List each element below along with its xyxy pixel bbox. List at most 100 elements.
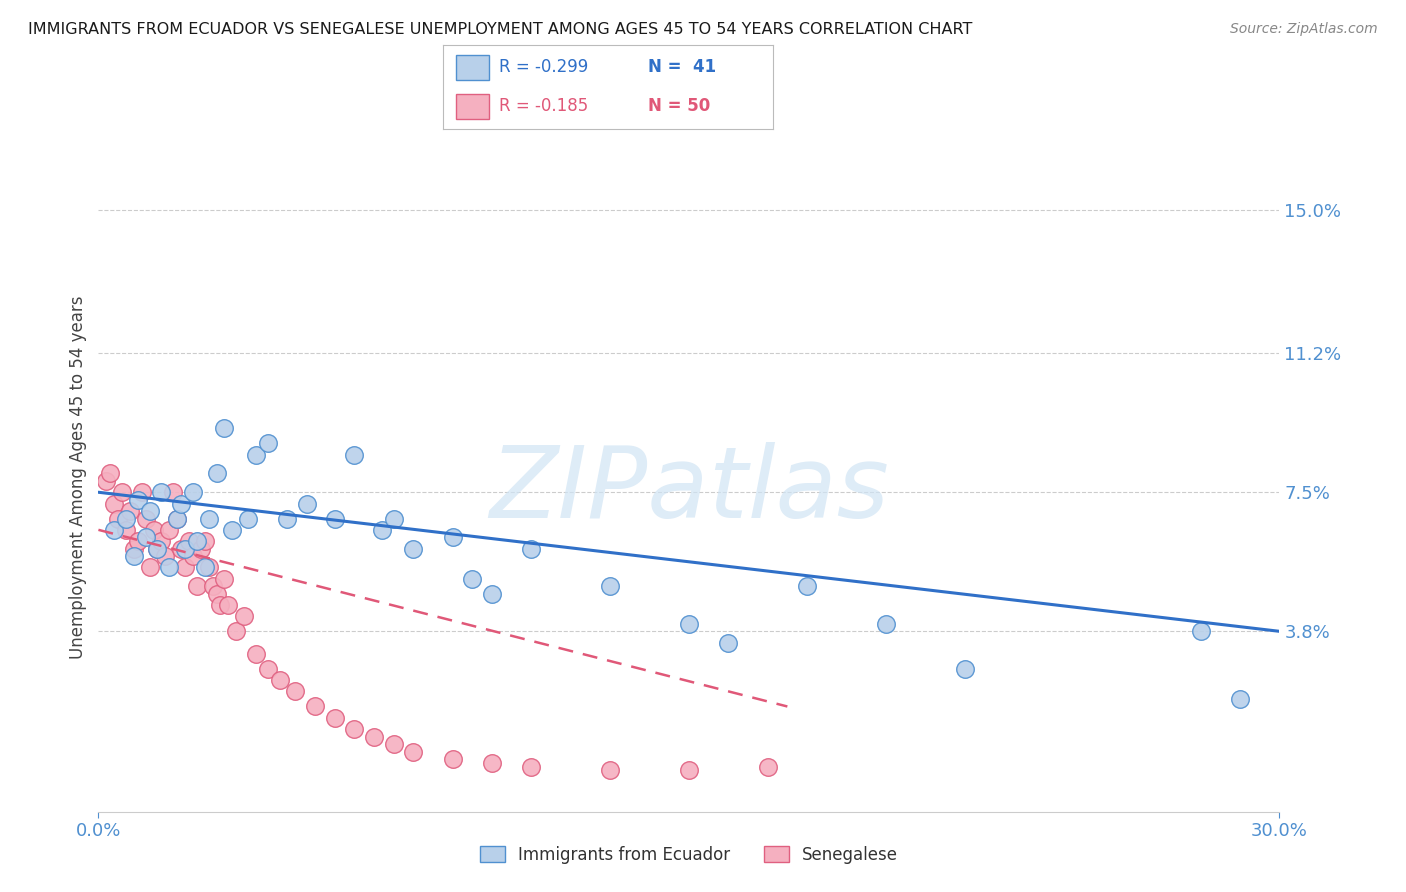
Point xyxy=(205,467,228,481)
Point xyxy=(166,511,188,525)
Point xyxy=(382,511,405,525)
Point xyxy=(225,624,247,639)
Point xyxy=(304,699,326,714)
Point xyxy=(756,759,779,773)
Point xyxy=(245,647,267,661)
Point xyxy=(953,662,976,676)
Point xyxy=(217,598,239,612)
Point xyxy=(717,635,740,649)
Point xyxy=(96,474,118,488)
Text: N =  41: N = 41 xyxy=(648,59,716,77)
Point xyxy=(98,467,121,481)
Point xyxy=(186,534,208,549)
Point xyxy=(201,579,224,593)
Point xyxy=(170,496,193,510)
Text: ZIPatlas: ZIPatlas xyxy=(489,442,889,539)
Point xyxy=(221,523,243,537)
Point xyxy=(122,549,145,563)
Point xyxy=(520,759,543,773)
Point xyxy=(181,549,204,563)
Point xyxy=(441,752,464,766)
Text: R = -0.299: R = -0.299 xyxy=(499,59,588,77)
Point xyxy=(284,684,307,698)
Point xyxy=(441,530,464,544)
Point xyxy=(323,511,346,525)
Point xyxy=(181,485,204,500)
Point xyxy=(214,572,236,586)
Point xyxy=(155,549,177,563)
Point xyxy=(402,745,425,759)
Point xyxy=(209,598,232,612)
Legend: Immigrants from Ecuador, Senegalese: Immigrants from Ecuador, Senegalese xyxy=(474,839,904,871)
Text: Source: ZipAtlas.com: Source: ZipAtlas.com xyxy=(1230,22,1378,37)
Point xyxy=(371,523,394,537)
Point xyxy=(678,764,700,778)
Text: R = -0.185: R = -0.185 xyxy=(499,97,588,115)
Point xyxy=(233,609,256,624)
Point xyxy=(461,572,484,586)
Point xyxy=(166,511,188,525)
Point xyxy=(150,534,173,549)
Point xyxy=(236,511,259,525)
Point xyxy=(402,541,425,556)
Point xyxy=(269,673,291,688)
Point xyxy=(343,722,366,736)
Point xyxy=(111,485,134,500)
Point xyxy=(162,485,184,500)
Point xyxy=(363,730,385,744)
Point xyxy=(122,541,145,556)
FancyBboxPatch shape xyxy=(456,54,489,80)
Text: N = 50: N = 50 xyxy=(648,97,710,115)
Point xyxy=(127,492,149,507)
Point xyxy=(194,560,217,574)
Point xyxy=(150,485,173,500)
Point xyxy=(190,541,212,556)
Point xyxy=(599,764,621,778)
Point xyxy=(382,737,405,751)
Point xyxy=(157,560,180,574)
Point xyxy=(481,756,503,770)
Point xyxy=(599,579,621,593)
Point xyxy=(197,511,219,525)
Point xyxy=(103,523,125,537)
Point xyxy=(142,523,165,537)
Point xyxy=(103,496,125,510)
Point xyxy=(1189,624,1212,639)
Point xyxy=(295,496,318,510)
Point xyxy=(678,616,700,631)
Point xyxy=(256,436,278,450)
Point xyxy=(127,534,149,549)
Point xyxy=(520,541,543,556)
Point xyxy=(481,587,503,601)
Point xyxy=(115,523,138,537)
Point xyxy=(174,541,197,556)
Point xyxy=(107,511,129,525)
Point xyxy=(115,511,138,525)
Point xyxy=(875,616,897,631)
Y-axis label: Unemployment Among Ages 45 to 54 years: Unemployment Among Ages 45 to 54 years xyxy=(69,295,87,659)
Point xyxy=(174,560,197,574)
Point xyxy=(1229,692,1251,706)
Point xyxy=(138,560,160,574)
Point xyxy=(323,711,346,725)
Point xyxy=(205,587,228,601)
Point xyxy=(157,523,180,537)
Point xyxy=(194,534,217,549)
Point xyxy=(131,485,153,500)
Point xyxy=(186,579,208,593)
Point xyxy=(214,421,236,435)
Text: IMMIGRANTS FROM ECUADOR VS SENEGALESE UNEMPLOYMENT AMONG AGES 45 TO 54 YEARS COR: IMMIGRANTS FROM ECUADOR VS SENEGALESE UN… xyxy=(28,22,973,37)
Point xyxy=(796,579,818,593)
Point xyxy=(197,560,219,574)
Point xyxy=(138,504,160,518)
Point xyxy=(118,504,141,518)
Point xyxy=(146,541,169,556)
Point xyxy=(135,530,157,544)
Point xyxy=(256,662,278,676)
Point xyxy=(343,448,366,462)
Point xyxy=(177,534,200,549)
FancyBboxPatch shape xyxy=(456,94,489,120)
Point xyxy=(170,541,193,556)
Point xyxy=(245,448,267,462)
Point xyxy=(146,541,169,556)
